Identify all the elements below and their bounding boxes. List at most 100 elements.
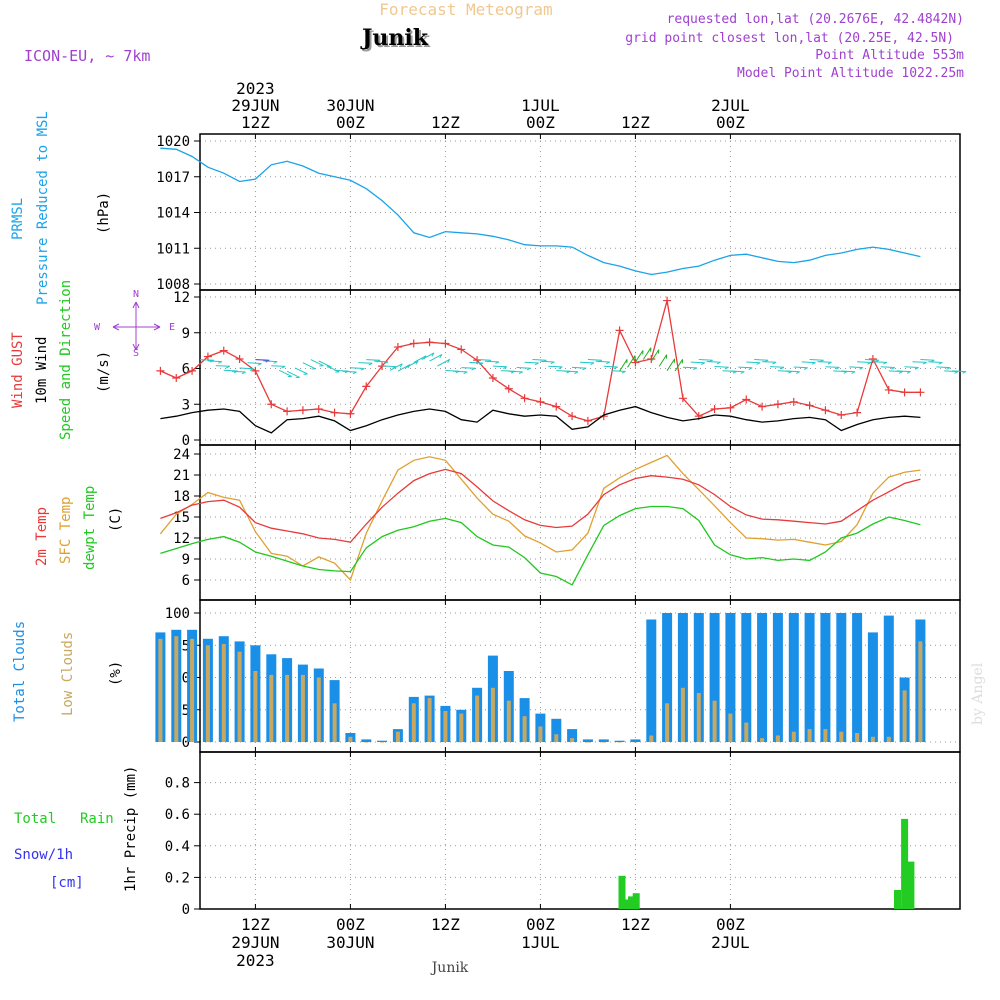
wind-arrow bbox=[880, 366, 896, 370]
low-cloud-bar bbox=[839, 731, 844, 742]
gust-marker bbox=[330, 408, 339, 417]
rain-bar bbox=[894, 890, 901, 909]
total-cloud-bar bbox=[867, 632, 878, 742]
location-title-shadow: Junik bbox=[362, 27, 431, 53]
point-altitude: Point Altitude 553m bbox=[815, 48, 964, 63]
product-title: Forecast Meteogram bbox=[379, 0, 552, 19]
wind-arrow bbox=[857, 361, 872, 365]
top-time-label-0: 29JUN bbox=[231, 96, 279, 115]
panel-frame bbox=[199, 444, 961, 601]
compass-rose: N S W E bbox=[94, 289, 175, 359]
wind-arrow bbox=[524, 361, 539, 366]
total-cloud-bar bbox=[582, 739, 593, 742]
temp2m-label: 2m Temp bbox=[34, 507, 50, 566]
gust-marker bbox=[425, 338, 434, 347]
low-cloud-bar bbox=[300, 674, 305, 742]
low-clouds-label: Low Clouds bbox=[60, 632, 76, 716]
gust-marker bbox=[156, 366, 165, 375]
sfc-temp-label: SFC Temp bbox=[58, 497, 74, 564]
gust-marker bbox=[599, 412, 608, 421]
top-time-label-5: 00Z bbox=[716, 113, 745, 132]
low-cloud-bar bbox=[174, 636, 179, 742]
gust-marker bbox=[235, 354, 244, 363]
gust-marker bbox=[837, 410, 846, 419]
gust-marker bbox=[488, 374, 497, 383]
ytick-label-3: 0.6 bbox=[165, 807, 190, 823]
wind-10m-label: 10m Wind bbox=[34, 337, 50, 404]
low-cloud-bar bbox=[696, 693, 701, 742]
dewpt-temp-label: dewpt Temp bbox=[82, 486, 98, 570]
wind-arrow bbox=[912, 361, 927, 365]
wind-arrow bbox=[342, 370, 357, 375]
wind-arrow bbox=[642, 347, 652, 360]
ytick-label-3: 9 bbox=[182, 326, 190, 342]
low-cloud-bar bbox=[364, 742, 369, 743]
gust-marker bbox=[758, 402, 767, 411]
gust-marker bbox=[457, 345, 466, 354]
precip-cm-label: [cm] bbox=[50, 875, 84, 891]
wind-arrow bbox=[841, 370, 856, 374]
low-cloud-bar bbox=[348, 736, 353, 742]
gust-marker bbox=[663, 296, 672, 305]
watermark: by Angel bbox=[970, 662, 986, 725]
bottom-time-label-0: 2023 bbox=[236, 951, 275, 970]
ytick-label-3: 1017 bbox=[156, 170, 190, 186]
wind-arrow bbox=[674, 359, 684, 372]
low-cloud-bar bbox=[475, 695, 480, 742]
total-cloud-bar bbox=[804, 613, 815, 742]
low-cloud-bar bbox=[728, 713, 733, 742]
total-cloud-bar bbox=[757, 613, 768, 742]
low-cloud-bar bbox=[760, 738, 765, 742]
gust-marker bbox=[251, 366, 260, 375]
wind-arrow bbox=[350, 367, 365, 371]
total-cloud-bar bbox=[709, 613, 720, 742]
gust-marker bbox=[900, 388, 909, 397]
wind10m-line bbox=[160, 405, 921, 434]
low-cloud-bar bbox=[918, 641, 923, 742]
precip-total-label: Total bbox=[14, 811, 56, 827]
wind-arrow bbox=[690, 361, 706, 365]
gust-marker bbox=[647, 354, 656, 363]
total-cloud-bar bbox=[677, 613, 688, 742]
wind-arrow bbox=[389, 363, 403, 371]
wind-arrow bbox=[508, 370, 523, 375]
compass-e: E bbox=[169, 322, 175, 333]
low-cloud-bar bbox=[506, 700, 511, 742]
panel-pressure: 1008 1011 1014 1017 1020 bbox=[156, 133, 961, 293]
wind-arrow bbox=[302, 362, 316, 370]
gust-marker bbox=[805, 401, 814, 410]
low-cloud-bar bbox=[680, 687, 685, 742]
requested-lonlat: requested lon,lat (20.2676E, 42.4842N) bbox=[667, 12, 964, 27]
ytick-label-1: 3 bbox=[182, 397, 190, 413]
low-cloud-bar bbox=[870, 736, 875, 742]
rain-bar bbox=[623, 899, 631, 909]
rain-bar bbox=[618, 875, 626, 909]
gust-marker bbox=[916, 388, 925, 397]
gust-marker bbox=[314, 405, 323, 414]
low-cloud-bar bbox=[443, 711, 448, 742]
model-point-altitude: Model Point Altitude 1022.25m bbox=[737, 66, 964, 81]
wind-arrow bbox=[374, 360, 389, 364]
wind-arrow bbox=[928, 361, 943, 365]
wind-arrow bbox=[611, 370, 626, 374]
wind-arrow bbox=[762, 361, 777, 365]
gust-marker bbox=[520, 394, 529, 403]
temp-unit-label: (C) bbox=[108, 507, 124, 532]
total-cloud-bar bbox=[820, 613, 831, 742]
low-cloud-bar bbox=[744, 722, 749, 742]
ytick-label-4: 0.8 bbox=[165, 776, 190, 792]
wind-arrow bbox=[793, 366, 808, 370]
ytick-label-4: 18 bbox=[173, 489, 190, 505]
bottom-time-label-1: 00Z bbox=[336, 915, 365, 934]
low-cloud-bar bbox=[411, 703, 416, 742]
rain-bar bbox=[632, 893, 640, 909]
wind-arrow bbox=[271, 365, 286, 369]
ytick-label-1: 0.2 bbox=[165, 870, 190, 886]
wind-arrow bbox=[595, 360, 611, 365]
low-cloud-bar bbox=[490, 687, 495, 742]
bottom-time-label-5: 2JUL bbox=[711, 933, 750, 952]
top-time-label-2: 12Z bbox=[431, 113, 460, 132]
total-cloud-bar bbox=[551, 718, 562, 742]
wind-speed-dir-label: Speed and Direction bbox=[58, 280, 74, 440]
